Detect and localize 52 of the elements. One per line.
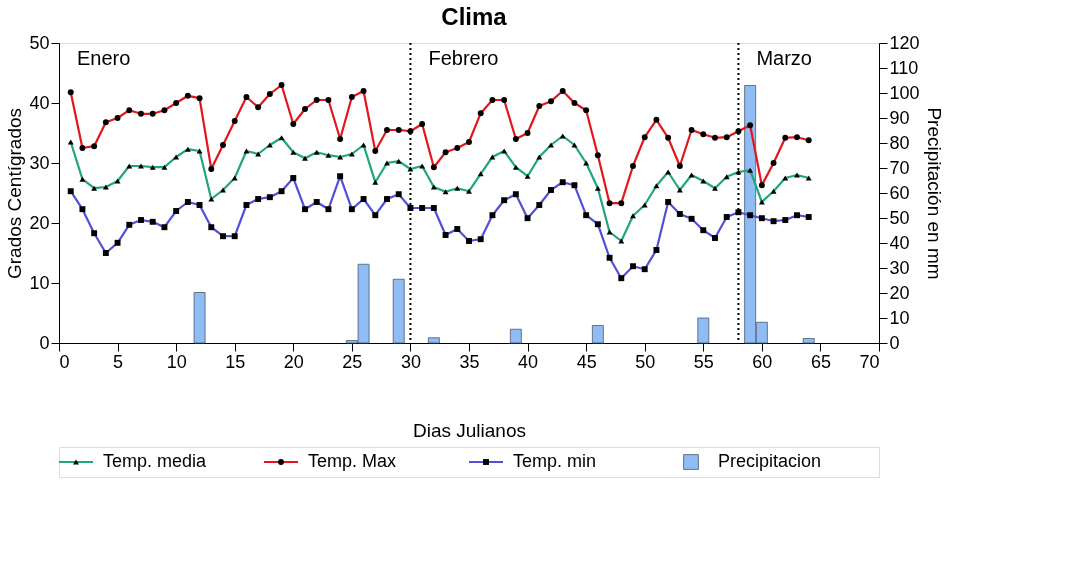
- y2-tick-label: 40: [889, 232, 910, 253]
- x-tick-label: 70: [859, 351, 880, 372]
- x-tick-label: 0: [59, 351, 70, 372]
- y-tick-label: 10: [29, 272, 50, 293]
- annotation: Febrero: [428, 47, 499, 69]
- y2-tick-label: 80: [889, 132, 910, 153]
- legend-label: Temp. media: [103, 451, 208, 471]
- legend-label: Temp. Max: [308, 451, 397, 471]
- legend-label: Temp. min: [513, 451, 597, 471]
- y2-tick-label: 20: [889, 282, 910, 303]
- y-tick-label: 20: [29, 212, 50, 233]
- y2-tick-label: 90: [889, 107, 910, 128]
- x-tick-label: 15: [225, 351, 246, 372]
- bar: [802, 338, 815, 344]
- y2-tick-label: 10: [889, 307, 910, 328]
- y2-tick-label: 100: [889, 82, 920, 103]
- x-tick-label: 10: [166, 351, 187, 372]
- y2-tick-label: 120: [889, 32, 920, 53]
- y2-tick-label: 50: [889, 207, 910, 228]
- bar: [697, 317, 710, 344]
- x-tick-label: 65: [810, 351, 831, 372]
- bar: [427, 337, 440, 344]
- x-tick-label: 25: [342, 351, 363, 372]
- x-tick-label: 40: [518, 351, 539, 372]
- x-tick-label: 60: [752, 351, 773, 372]
- y2-tick-label: 30: [889, 257, 910, 278]
- y-tick-label: 0: [39, 332, 50, 353]
- chart-title: Clima: [441, 2, 508, 30]
- y-tick-label: 30: [29, 152, 50, 173]
- x-tick-label: 45: [576, 351, 597, 372]
- y2-tick-label: 60: [889, 182, 910, 203]
- y-tick-label: 50: [29, 32, 50, 53]
- bar: [193, 292, 206, 344]
- y2-tick-label: 70: [889, 157, 910, 178]
- x-tick-label: 30: [400, 351, 421, 372]
- legend-label: Precipitacion: [718, 451, 822, 471]
- annotation: Marzo: [756, 47, 813, 69]
- x-tick-label: 20: [283, 351, 304, 372]
- x-tick-label: 55: [693, 351, 714, 372]
- x-tick-label: 35: [459, 351, 480, 372]
- bar: [591, 325, 604, 344]
- x-axis-title: Dias Julianos: [413, 419, 526, 441]
- y-axis-title: Grados Centígrados: [4, 107, 26, 280]
- bar: [392, 278, 405, 344]
- y2-axis-title: Precipitación en mm: [923, 107, 945, 280]
- y-tick-label: 40: [29, 92, 50, 113]
- y2-tick-label: 0: [889, 332, 900, 353]
- x-tick-label: 5: [113, 351, 124, 372]
- y2-tick-label: 110: [889, 57, 919, 78]
- bar: [509, 328, 522, 344]
- x-tick-label: 50: [635, 351, 656, 372]
- annotation: Enero: [77, 47, 131, 69]
